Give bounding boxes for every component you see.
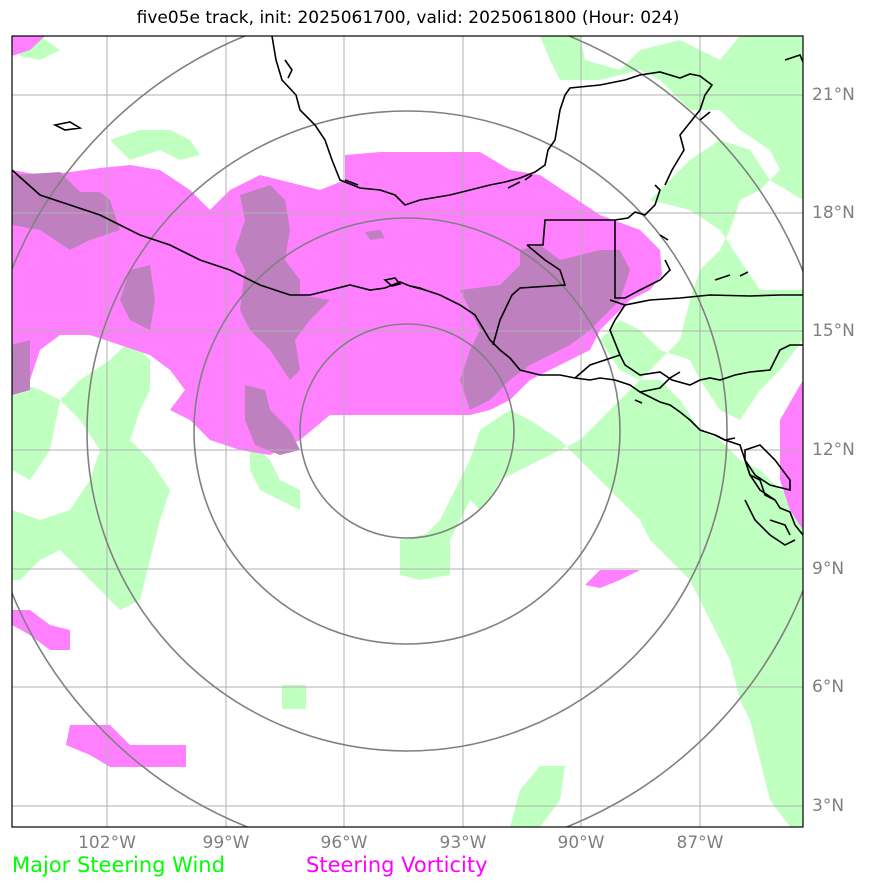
lat-tick-label: 6°N bbox=[812, 677, 845, 697]
steering-wind-areas bbox=[12, 36, 803, 827]
lon-tick-label: 99°W bbox=[202, 833, 250, 853]
coastlines bbox=[12, 36, 803, 546]
map-title: five05e track, init: 2025061700, valid: … bbox=[136, 8, 680, 28]
lon-tick-label: 87°W bbox=[676, 833, 724, 853]
plot-frame bbox=[11, 35, 804, 828]
lat-tick-label: 12°N bbox=[812, 440, 855, 460]
lat-tick-label: 18°N bbox=[812, 203, 855, 223]
lat-tick-label: 15°N bbox=[812, 321, 855, 341]
lon-tick-label: 96°W bbox=[320, 833, 368, 853]
lon-tick-label: 93°W bbox=[439, 833, 487, 853]
lon-tick-label: 90°W bbox=[557, 833, 605, 853]
lat-tick-label: 9°N bbox=[812, 559, 845, 579]
range-rings bbox=[12, 36, 803, 827]
lat-tick-label: 21°N bbox=[812, 85, 855, 105]
lon-tick-label: 102°W bbox=[78, 833, 136, 853]
legend-major-steering-wind: Major Steering Wind bbox=[12, 853, 225, 877]
lat-tick-label: 3°N bbox=[812, 796, 845, 816]
legend-steering-vorticity: Steering Vorticity bbox=[306, 853, 488, 877]
